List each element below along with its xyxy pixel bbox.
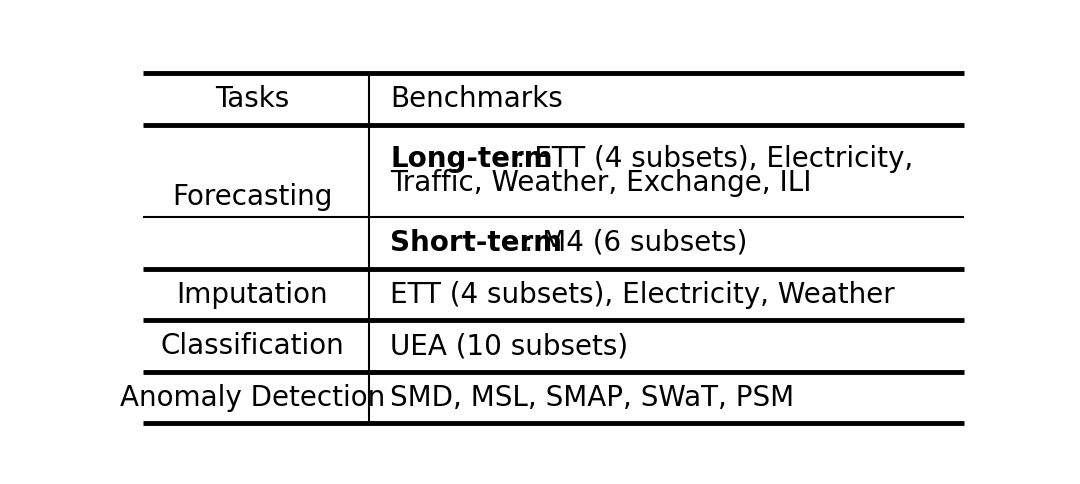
Text: ETT (4 subsets), Electricity, Weather: ETT (4 subsets), Electricity, Weather (390, 281, 895, 308)
Text: Short-term: Short-term (390, 229, 563, 257)
Text: Benchmarks: Benchmarks (390, 85, 563, 113)
Text: : ETT (4 subsets), Electricity,: : ETT (4 subsets), Electricity, (516, 145, 914, 173)
Text: : M4 (6 subsets): : M4 (6 subsets) (524, 229, 747, 257)
Text: Classification: Classification (160, 332, 345, 360)
Text: SMD, MSL, SMAP, SWaT, PSM: SMD, MSL, SMAP, SWaT, PSM (390, 383, 795, 411)
Text: Imputation: Imputation (176, 281, 328, 308)
Text: UEA (10 subsets): UEA (10 subsets) (390, 332, 629, 360)
Text: Anomaly Detection: Anomaly Detection (120, 383, 384, 411)
Text: Traffic, Weather, Exchange, ILI: Traffic, Weather, Exchange, ILI (390, 169, 812, 197)
Text: Tasks: Tasks (215, 85, 289, 113)
Text: Forecasting: Forecasting (172, 182, 333, 211)
Text: Long-term: Long-term (390, 145, 553, 173)
